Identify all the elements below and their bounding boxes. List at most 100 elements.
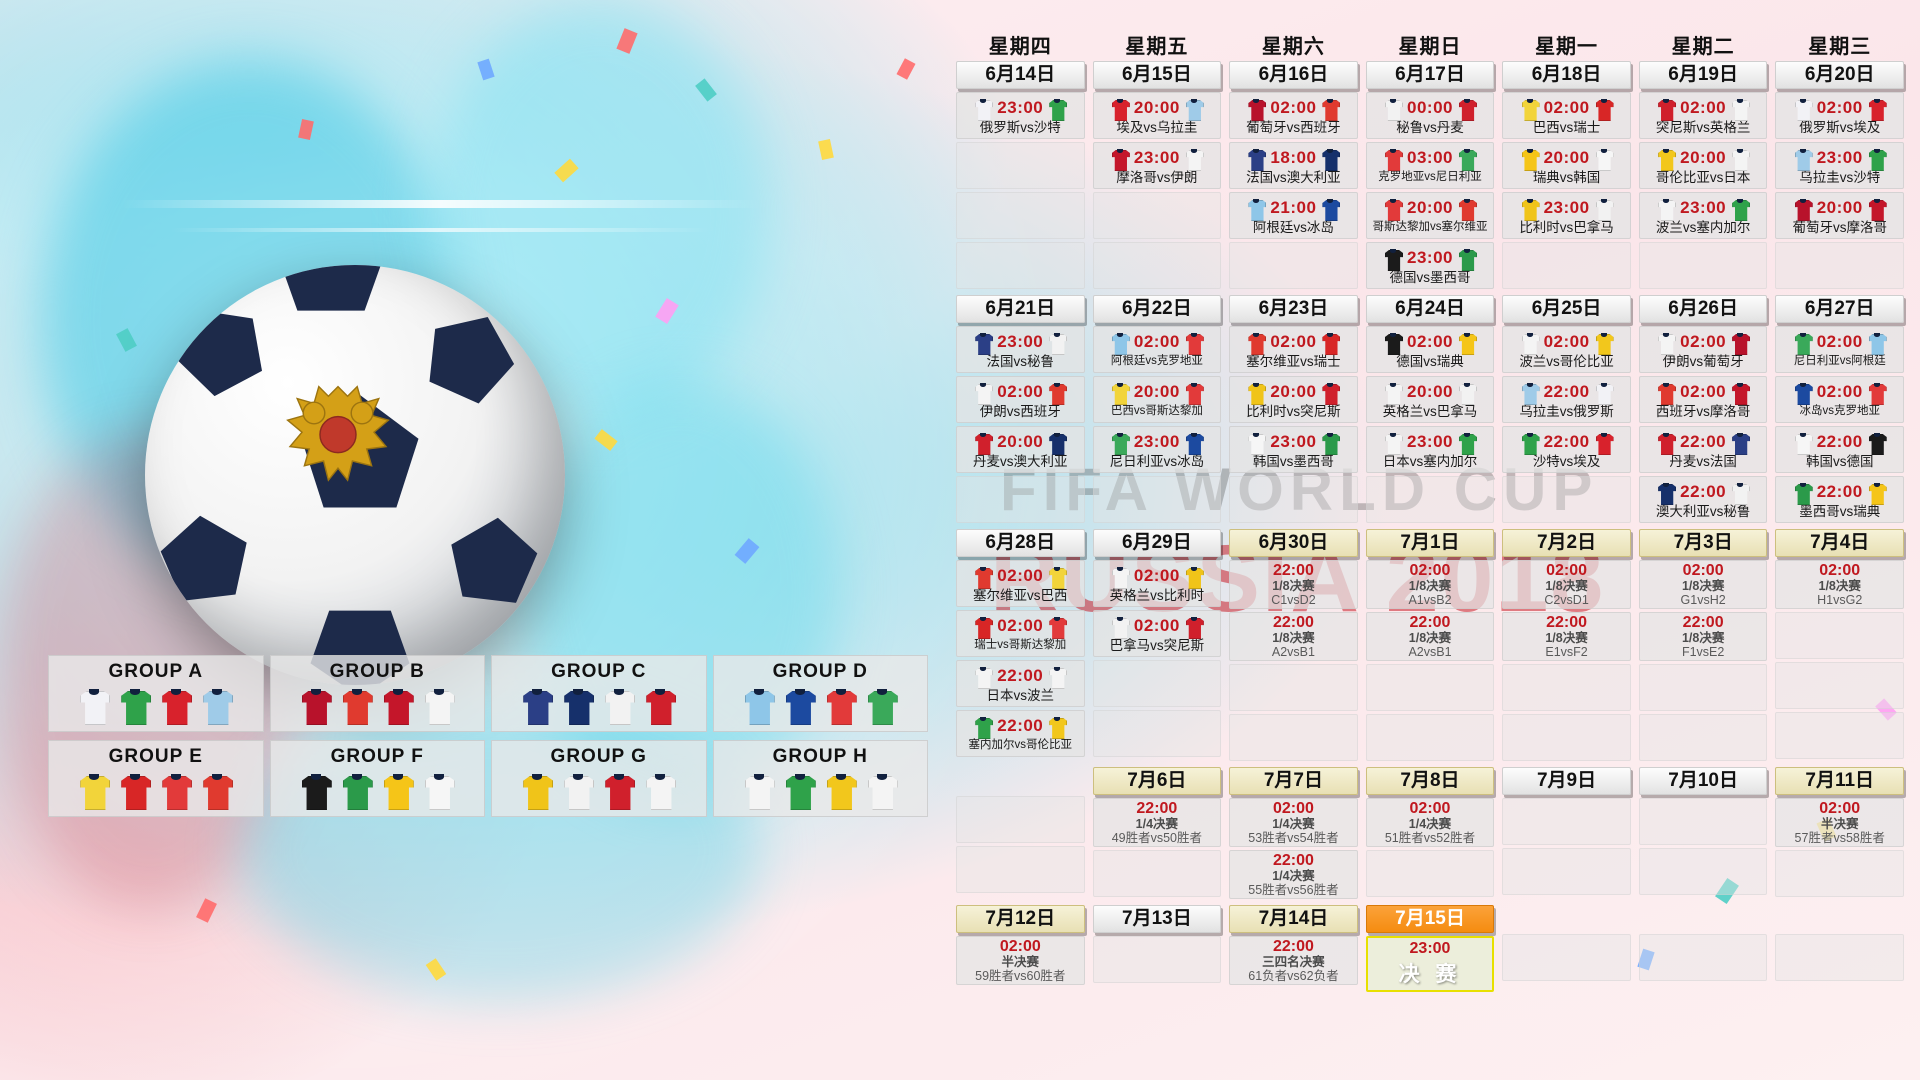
match-cell[interactable]: 02:00 俄罗斯vs埃及 bbox=[1775, 92, 1904, 139]
date-header[interactable]: 7月1日 bbox=[1365, 529, 1495, 557]
date-header[interactable]: 6月20日 bbox=[1775, 61, 1904, 89]
group-card-group-g[interactable]: GROUP G bbox=[491, 740, 707, 817]
match-cell[interactable]: 02:00 巴拿马vs突尼斯 bbox=[1092, 610, 1222, 657]
match-cell[interactable]: 02:00 塞尔维亚vs巴西 bbox=[956, 560, 1085, 607]
date-header[interactable]: 7月12日 bbox=[956, 905, 1085, 933]
knockout-match-cell[interactable]: 02:00 1/4决赛 53胜者vs54胜者 bbox=[1229, 798, 1358, 847]
date-header[interactable]: 7月6日 bbox=[1092, 767, 1222, 795]
match-cell[interactable]: 02:00 英格兰vs比利时 bbox=[1092, 560, 1222, 607]
match-cell[interactable]: 02:00 塞尔维亚vs瑞士 bbox=[1229, 326, 1358, 373]
match-cell[interactable]: 18:00 法国vs澳大利亚 bbox=[1229, 142, 1358, 189]
knockout-match-cell[interactable]: 02:00 1/4决赛 51胜者vs52胜者 bbox=[1365, 798, 1495, 847]
match-cell[interactable]: 20:00 巴西vs哥斯达黎加 bbox=[1092, 376, 1222, 423]
date-header[interactable]: 6月21日 bbox=[956, 295, 1085, 323]
date-header[interactable]: 6月18日 bbox=[1502, 61, 1631, 89]
knockout-match-cell[interactable]: 22:00 1/8决赛 A2vsB1 bbox=[1365, 612, 1495, 661]
date-header[interactable]: 6月14日 bbox=[956, 61, 1085, 89]
match-cell[interactable]: 23:00 乌拉圭vs沙特 bbox=[1775, 142, 1904, 189]
match-cell[interactable]: 23:00 比利时vs巴拿马 bbox=[1502, 192, 1631, 239]
knockout-match-cell[interactable]: 22:00 1/4决赛 49胜者vs50胜者 bbox=[1092, 798, 1222, 847]
match-cell[interactable]: 02:00 阿根廷vs克罗地亚 bbox=[1092, 326, 1222, 373]
group-card-group-c[interactable]: GROUP C bbox=[491, 655, 707, 732]
match-cell[interactable]: 21:00 阿根廷vs冰岛 bbox=[1229, 192, 1358, 239]
match-cell[interactable]: 02:00 冰岛vs克罗地亚 bbox=[1775, 376, 1904, 423]
match-cell[interactable]: 23:00 德国vs墨西哥 bbox=[1365, 242, 1495, 289]
date-header[interactable]: 7月4日 bbox=[1775, 529, 1904, 557]
group-card-group-f[interactable]: GROUP F bbox=[269, 740, 485, 817]
match-cell[interactable]: 02:00 波兰vs哥伦比亚 bbox=[1502, 326, 1631, 373]
match-cell[interactable]: 20:00 哥伦比亚vs日本 bbox=[1638, 142, 1768, 189]
match-cell[interactable]: 23:00 日本vs塞内加尔 bbox=[1365, 426, 1495, 473]
knockout-match-cell[interactable]: 22:00 1/8决赛 C1vsD2 bbox=[1229, 560, 1358, 609]
knockout-match-cell[interactable]: 02:00 1/8决赛 H1vsG2 bbox=[1775, 560, 1904, 609]
date-header[interactable]: 6月23日 bbox=[1229, 295, 1358, 323]
match-cell[interactable]: 22:00 墨西哥vs瑞典 bbox=[1775, 476, 1904, 523]
date-header[interactable]: 7月11日 bbox=[1775, 767, 1904, 795]
match-cell[interactable]: 20:00 哥斯达黎加vs塞尔维亚 bbox=[1365, 192, 1495, 239]
match-cell[interactable]: 02:00 德国vs瑞典 bbox=[1365, 326, 1495, 373]
knockout-match-cell[interactable]: 22:00 三四名决赛 61负者vs62负者 bbox=[1229, 936, 1358, 985]
date-header[interactable]: 6月30日 bbox=[1229, 529, 1358, 557]
group-card-group-a[interactable]: GROUP A bbox=[48, 655, 264, 732]
group-card-group-b[interactable]: GROUP B bbox=[269, 655, 485, 732]
date-header[interactable]: 7月9日 bbox=[1502, 767, 1631, 795]
date-header[interactable]: 6月16日 bbox=[1229, 61, 1358, 89]
knockout-match-cell[interactable]: 02:00 半决赛 59胜者vs60胜者 bbox=[956, 936, 1085, 985]
knockout-match-cell[interactable]: 22:00 1/8决赛 F1vsE2 bbox=[1638, 612, 1768, 661]
date-header[interactable]: 7月8日 bbox=[1365, 767, 1495, 795]
knockout-match-cell[interactable]: 22:00 1/8决赛 A2vsB1 bbox=[1229, 612, 1358, 661]
group-card-group-e[interactable]: GROUP E bbox=[48, 740, 264, 817]
date-header[interactable]: 7月10日 bbox=[1638, 767, 1768, 795]
match-cell[interactable]: 00:00 秘鲁vs丹麦 bbox=[1365, 92, 1495, 139]
match-cell[interactable]: 22:00 韩国vs德国 bbox=[1775, 426, 1904, 473]
knockout-match-cell[interactable]: 02:00 1/8决赛 C2vsD1 bbox=[1502, 560, 1631, 609]
date-header[interactable]: 7月14日 bbox=[1229, 905, 1358, 933]
group-card-group-d[interactable]: GROUP D bbox=[712, 655, 928, 732]
match-cell[interactable]: 02:00 西班牙vs摩洛哥 bbox=[1638, 376, 1768, 423]
match-cell[interactable]: 22:00 塞内加尔vs哥伦比亚 bbox=[956, 710, 1085, 757]
match-cell[interactable]: 22:00 乌拉圭vs俄罗斯 bbox=[1502, 376, 1631, 423]
match-cell[interactable]: 20:00 葡萄牙vs摩洛哥 bbox=[1775, 192, 1904, 239]
date-header[interactable]: 6月19日 bbox=[1638, 61, 1768, 89]
date-header[interactable]: 6月29日 bbox=[1092, 529, 1222, 557]
match-cell[interactable]: 23:00 法国vs秘鲁 bbox=[956, 326, 1085, 373]
knockout-match-cell[interactable]: 22:00 1/8决赛 E1vsF2 bbox=[1502, 612, 1631, 661]
match-cell[interactable]: 22:00 澳大利亚vs秘鲁 bbox=[1638, 476, 1768, 523]
match-cell[interactable]: 02:00 巴西vs瑞士 bbox=[1502, 92, 1631, 139]
match-cell[interactable]: 20:00 英格兰vs巴拿马 bbox=[1365, 376, 1495, 423]
date-header[interactable]: 6月22日 bbox=[1092, 295, 1222, 323]
match-cell[interactable]: 23:00 波兰vs塞内加尔 bbox=[1638, 192, 1768, 239]
match-cell[interactable]: 02:00 尼日利亚vs阿根廷 bbox=[1775, 326, 1904, 373]
match-cell[interactable]: 20:00 埃及vs乌拉圭 bbox=[1092, 92, 1222, 139]
date-header[interactable]: 7月2日 bbox=[1502, 529, 1631, 557]
match-cell[interactable]: 02:00 葡萄牙vs西班牙 bbox=[1229, 92, 1358, 139]
match-cell[interactable]: 02:00 瑞士vs哥斯达黎加 bbox=[956, 610, 1085, 657]
match-cell[interactable]: 23:00 尼日利亚vs冰岛 bbox=[1092, 426, 1222, 473]
knockout-match-cell[interactable]: 02:00 1/8决赛 G1vsH2 bbox=[1638, 560, 1768, 609]
date-header[interactable]: 7月3日 bbox=[1638, 529, 1768, 557]
date-header[interactable]: 6月26日 bbox=[1638, 295, 1768, 323]
date-header[interactable]: 6月24日 bbox=[1365, 295, 1495, 323]
group-card-group-h[interactable]: GROUP H bbox=[712, 740, 928, 817]
final-match-cell[interactable]: 23:00 决 赛 bbox=[1365, 936, 1495, 992]
match-cell[interactable]: 03:00 克罗地亚vs尼日利亚 bbox=[1365, 142, 1495, 189]
match-cell[interactable]: 23:00 摩洛哥vs伊朗 bbox=[1092, 142, 1222, 189]
match-cell[interactable]: 20:00 丹麦vs澳大利亚 bbox=[956, 426, 1085, 473]
match-cell[interactable]: 02:00 突尼斯vs英格兰 bbox=[1638, 92, 1768, 139]
date-header[interactable]: 6月27日 bbox=[1775, 295, 1904, 323]
match-cell[interactable]: 02:00 伊朗vs西班牙 bbox=[956, 376, 1085, 423]
knockout-match-cell[interactable]: 02:00 半决赛 57胜者vs58胜者 bbox=[1775, 798, 1904, 847]
date-header[interactable]: 6月15日 bbox=[1092, 61, 1222, 89]
match-cell[interactable]: 22:00 丹麦vs法国 bbox=[1638, 426, 1768, 473]
match-cell[interactable]: 22:00 沙特vs埃及 bbox=[1502, 426, 1631, 473]
match-cell[interactable]: 23:00 俄罗斯vs沙特 bbox=[956, 92, 1085, 139]
date-header[interactable]: 6月25日 bbox=[1502, 295, 1631, 323]
match-cell[interactable]: 23:00 韩国vs墨西哥 bbox=[1229, 426, 1358, 473]
date-header[interactable]: 7月15日 bbox=[1365, 905, 1495, 933]
match-cell[interactable]: 20:00 瑞典vs韩国 bbox=[1502, 142, 1631, 189]
match-cell[interactable]: 20:00 比利时vs突尼斯 bbox=[1229, 376, 1358, 423]
date-header[interactable]: 6月28日 bbox=[956, 529, 1085, 557]
match-cell[interactable]: 22:00 日本vs波兰 bbox=[956, 660, 1085, 707]
date-header[interactable]: 7月13日 bbox=[1092, 905, 1222, 933]
knockout-match-cell[interactable]: 22:00 1/4决赛 55胜者vs56胜者 bbox=[1229, 850, 1358, 899]
